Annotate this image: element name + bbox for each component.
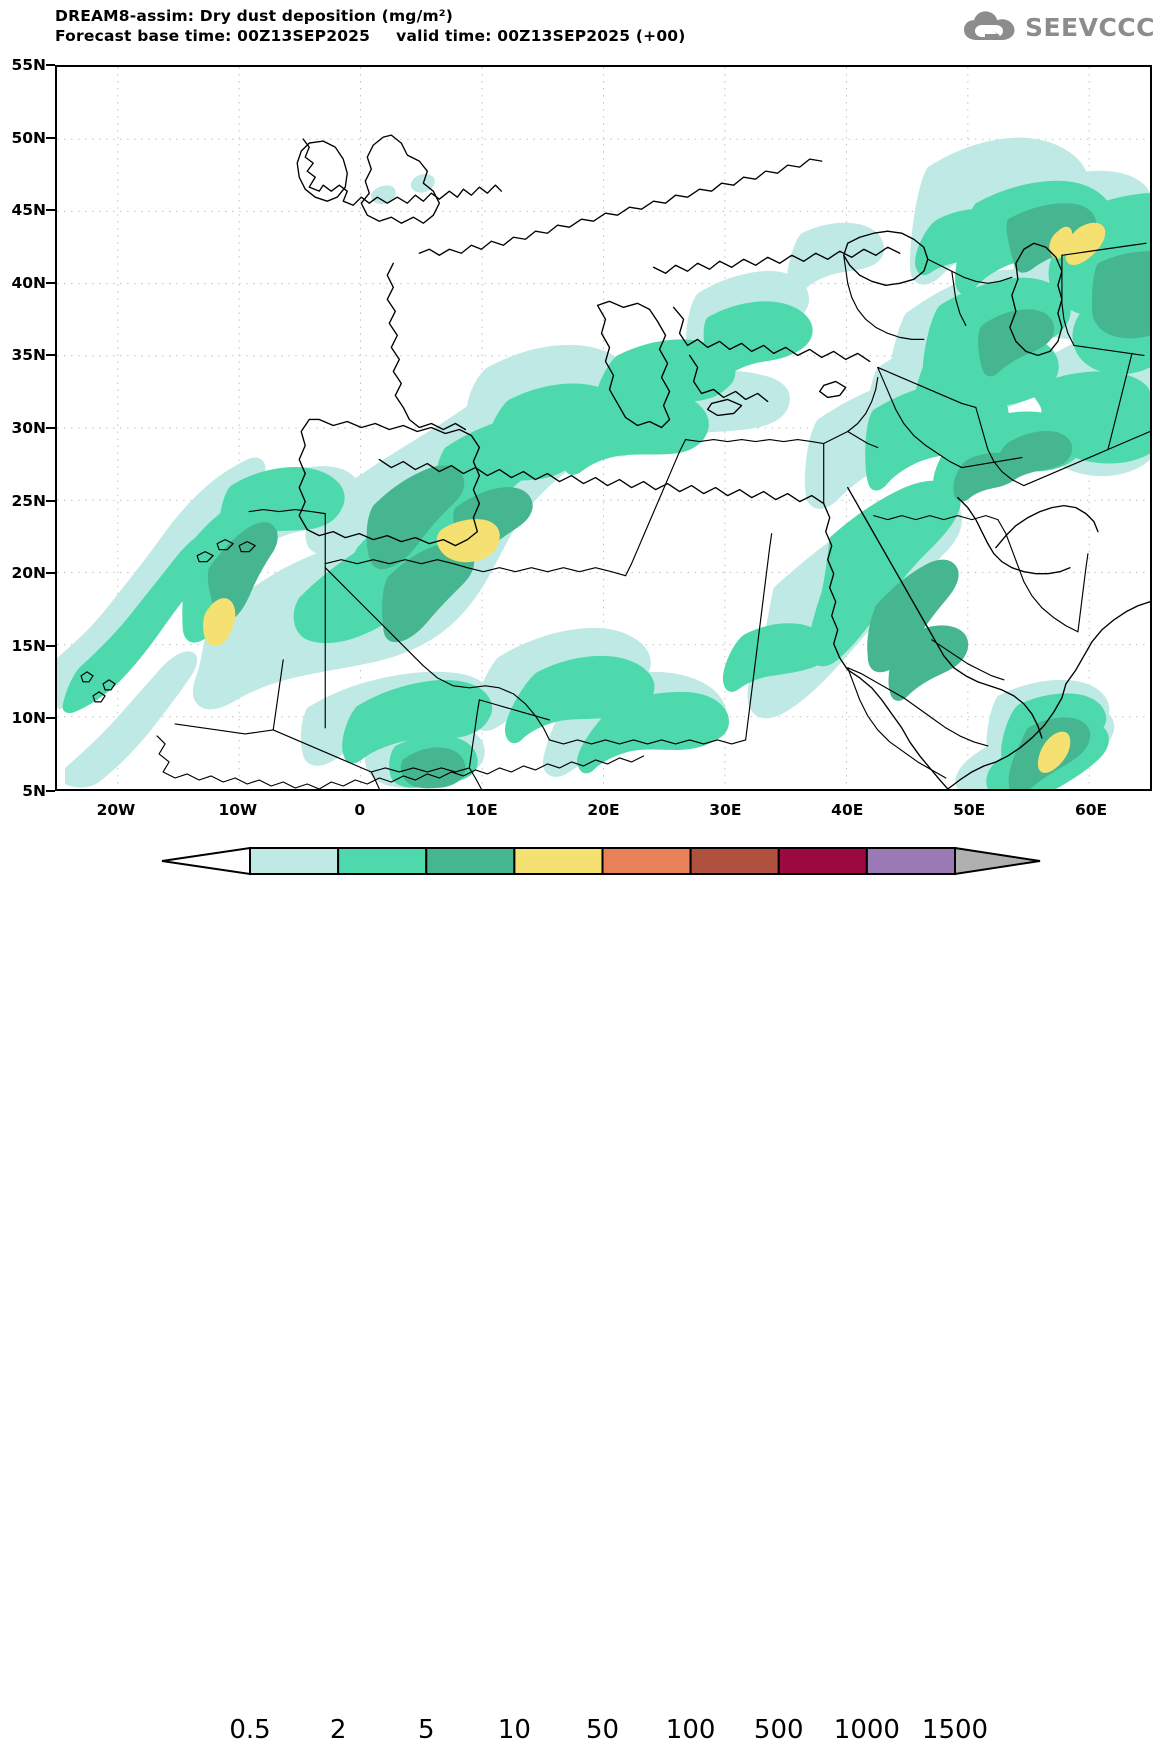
colorbar-blocks [161, 846, 1041, 876]
y-tick-label-55N: 55N [11, 56, 46, 74]
colorbar-under-arrow [161, 846, 251, 876]
figure-title-line-1: DREAM8-assim: Dry dust deposition (mg/m²… [55, 7, 454, 25]
colorbar-swatch-2 [337, 847, 428, 875]
colorbar-label-50: 50 [585, 1715, 620, 1745]
colorbar-swatch-5 [425, 847, 516, 875]
dream8-dust-deposition-figure: DREAM8-assim: Dry dust deposition (mg/m²… [0, 6, 1165, 1745]
y-tick-label-35N: 35N [11, 346, 46, 365]
colorbar-label-500: 500 [753, 1715, 804, 1745]
y-tick-mark [46, 427, 55, 429]
x-tick-label-0: 0 [354, 801, 366, 819]
y-tick-mark [46, 644, 55, 647]
y-tick-mark [46, 209, 55, 212]
map-plot-area [55, 65, 1152, 791]
colorbar-label-2: 2 [329, 1715, 347, 1745]
colorbar-label-0.5: 0.5 [229, 1715, 271, 1745]
x-tick-label-50E: 50E [953, 801, 986, 819]
x-tick-label-30E: 30E [709, 801, 742, 819]
y-tick-mark [46, 136, 55, 139]
y-tick-mark [46, 572, 55, 575]
x-tick-label-40E: 40E [831, 801, 864, 819]
contour-band-yellow-core [203, 222, 1106, 773]
y-tick-mark [46, 790, 55, 792]
colorbar-swatch-500 [777, 847, 868, 875]
colorbar-swatch-50 [601, 847, 692, 875]
y-tick-label-20N: 20N [11, 564, 46, 583]
colorbar-label-100: 100 [665, 1715, 716, 1745]
colorbar-label-5: 5 [417, 1715, 435, 1745]
cloud-icon [963, 11, 1015, 40]
y-tick-label-10N: 10N [11, 709, 46, 728]
colorbar-label-10: 10 [497, 1715, 531, 1745]
colorbar-swatch-0.5 [249, 847, 340, 875]
figure-title-line-2: Forecast base time: 00Z13SEP2025 valid ti… [55, 26, 686, 46]
y-tick-label-25N: 25N [11, 491, 46, 510]
y-tick-label-15N: 15N [11, 636, 46, 655]
x-tick-label-60E: 60E [1074, 801, 1108, 819]
colorbar-over-arrow [954, 846, 1041, 876]
x-tick-label-10W: 10W [218, 801, 258, 819]
colorbar-label-1000: 1000 [833, 1715, 900, 1745]
y-tick-mark [46, 354, 55, 357]
forecast-valid-time: valid time: 00Z13SEP2025 (+00) [396, 27, 686, 45]
colorbar-swatch-1000 [865, 847, 956, 875]
y-tick-label-5N: 5N [22, 782, 46, 800]
colorbar-svg [161, 846, 1041, 876]
logo-wordmark: SEEVCCC [1024, 12, 1155, 42]
contour-band-5-10 [207, 203, 1150, 789]
colorbar-label-1500: 1500 [921, 1715, 989, 1745]
map-coastlines [80, 134, 1150, 789]
y-tick-mark [46, 64, 55, 66]
x-tick-label-10E: 10E [465, 801, 498, 819]
map-national-borders [80, 242, 1150, 789]
colorbar: 0.5 2 5 10 50 100 500 1000 1500 [0, 843, 1165, 1745]
forecast-base-time: Forecast base time: 00Z13SEP2025 [55, 27, 371, 45]
y-tick-label-50N: 50N [11, 128, 46, 147]
y-tick-label-40N: 40N [11, 273, 46, 292]
colorbar-swatch-100 [689, 847, 780, 875]
map-svg [57, 67, 1150, 789]
x-tick-label-20W: 20W [96, 801, 136, 819]
figure-title-block: DREAM8-assim: Dry dust deposition (mg/m²… [55, 6, 686, 46]
y-tick-label-30N: 30N [11, 419, 46, 437]
y-tick-mark [46, 717, 55, 720]
y-tick-mark [46, 499, 55, 502]
y-tick-mark [46, 281, 55, 284]
y-tick-label-45N: 45N [11, 201, 46, 220]
colorbar-swatch-10 [513, 847, 604, 875]
seevccc-logo: SEEVCCC [963, 6, 1155, 48]
x-tick-label-20E: 20E [587, 801, 620, 819]
